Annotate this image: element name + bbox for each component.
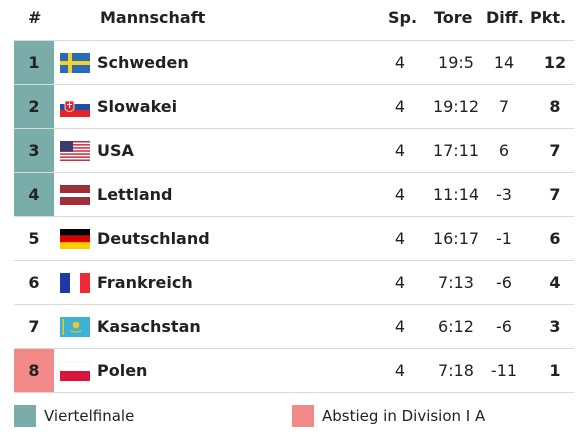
sweden-flag-icon — [60, 53, 90, 73]
table-row: 7 Kasachstan 4 6:12 -6 3 — [14, 305, 574, 349]
rank-cell: 3 — [14, 129, 54, 172]
goal-difference: 7 — [498, 97, 510, 116]
points: 3 — [549, 317, 561, 336]
team-name: Schweden — [97, 53, 189, 72]
germany-flag-icon — [60, 229, 90, 249]
games-played: 4 — [394, 97, 406, 116]
goal-difference: -6 — [496, 273, 512, 292]
games-played: 4 — [394, 185, 406, 204]
header-points: Pkt. — [530, 8, 567, 27]
points: 7 — [549, 185, 561, 204]
table-row: 2 Slowakei 4 19:12 7 8 — [14, 85, 574, 129]
games-played: 4 — [394, 53, 406, 72]
quarterfinal-swatch — [14, 405, 36, 427]
games-played: 4 — [394, 317, 406, 336]
games-played: 4 — [394, 361, 406, 380]
team-name: Deutschland — [97, 229, 210, 248]
games-played: 4 — [394, 141, 406, 160]
points: 8 — [549, 97, 561, 116]
table-row: 3 USA 4 17:11 6 7 — [14, 129, 574, 173]
legend-quarterfinal-label: Viertelfinale — [44, 407, 135, 425]
header-team: Mannschaft — [100, 8, 206, 27]
goal-difference: 14 — [493, 53, 515, 72]
games-played: 4 — [394, 273, 406, 292]
rank-cell: 8 — [14, 349, 54, 392]
goal-difference: 6 — [498, 141, 510, 160]
goals: 16:17 — [432, 229, 480, 248]
rank-cell: 2 — [14, 85, 54, 128]
rank-cell: 5 — [28, 229, 40, 248]
legend-relegation-label: Abstieg in Division I A — [322, 407, 486, 425]
latvia-flag-icon — [60, 185, 90, 205]
kazakhstan-flag-icon — [60, 317, 90, 337]
table-header: # Mannschaft Sp. Tore Diff. Pkt. — [0, 0, 582, 36]
legend-quarterfinal: Viertelfinale — [14, 405, 134, 427]
rank-cell: 7 — [28, 317, 40, 336]
table-row: 5 Deutschland 4 16:17 -1 6 — [14, 217, 574, 261]
team-name: Lettland — [97, 185, 173, 204]
legend-relegation: Abstieg in Division I A — [292, 405, 485, 427]
rank-cell: 1 — [14, 41, 54, 84]
rank-cell: 4 — [14, 173, 54, 216]
slovakia-flag-icon — [60, 97, 90, 117]
table-row: 8 Polen 4 7:18 -11 1 — [14, 349, 574, 393]
goals: 7:18 — [438, 361, 474, 380]
team-name: Slowakei — [97, 97, 178, 116]
goals: 19:12 — [432, 97, 480, 116]
relegation-swatch — [292, 405, 314, 427]
table-row: 6 Frankreich 4 7:13 -6 4 — [14, 261, 574, 305]
poland-flag-icon — [60, 361, 90, 381]
goal-difference: -1 — [496, 229, 512, 248]
header-rank: # — [28, 8, 42, 27]
points: 7 — [549, 141, 561, 160]
points: 6 — [549, 229, 561, 248]
games-played: 4 — [394, 229, 406, 248]
points: 12 — [543, 53, 567, 72]
team-name: Polen — [97, 361, 148, 380]
team-name: Frankreich — [97, 273, 193, 292]
standings-table: 1 Schweden 4 19:5 14 12 2 Slowakei 4 19:… — [14, 40, 574, 393]
table-row: 4 Lettland 4 11:14 -3 7 — [14, 173, 574, 217]
goals: 7:13 — [438, 273, 474, 292]
goal-difference: -11 — [490, 361, 518, 380]
team-name: Kasachstan — [97, 317, 201, 336]
france-flag-icon — [60, 273, 90, 293]
header-difference: Diff. — [486, 8, 524, 27]
goals: 6:12 — [438, 317, 474, 336]
points: 4 — [549, 273, 561, 292]
goals: 11:14 — [432, 185, 480, 204]
goal-difference: -6 — [496, 317, 512, 336]
usa-flag-icon — [60, 141, 90, 161]
header-goals: Tore — [434, 8, 473, 27]
points: 1 — [549, 361, 561, 380]
legend: Viertelfinale Abstieg in Division I A — [14, 405, 574, 431]
rank-cell: 6 — [28, 273, 40, 292]
team-name: USA — [97, 141, 134, 160]
goals: 17:11 — [432, 141, 480, 160]
header-games: Sp. — [388, 8, 418, 27]
table-row: 1 Schweden 4 19:5 14 12 — [14, 40, 574, 85]
goals: 19:5 — [438, 53, 474, 72]
goal-difference: -3 — [496, 185, 512, 204]
